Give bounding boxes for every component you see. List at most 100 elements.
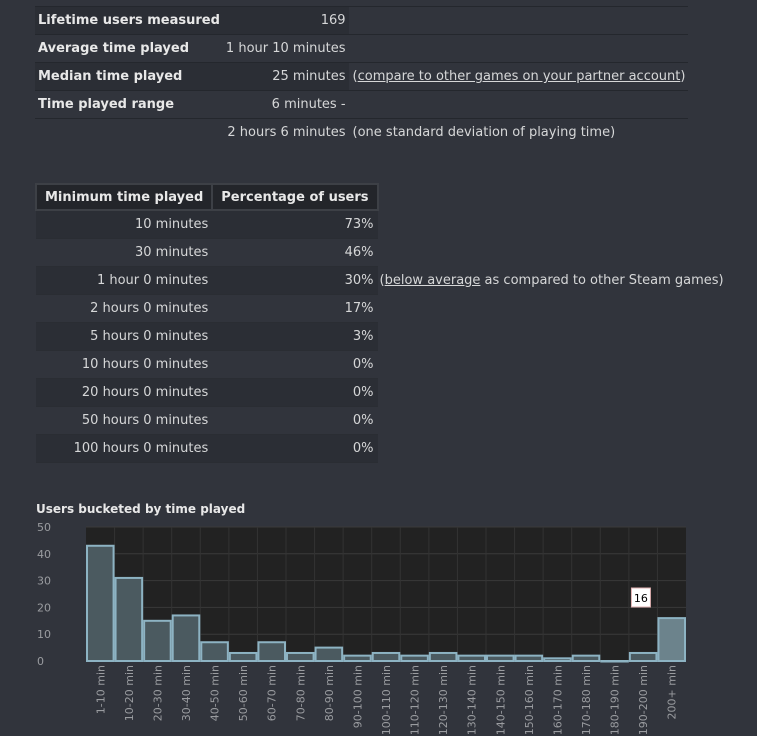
table-row: 10 minutes 73% [36,210,728,239]
min-time-cell: 100 hours 0 minutes [36,434,213,463]
y-tick-label: 10 [37,628,51,641]
table-row: 20 hours 0 minutes 0% [36,378,728,407]
stat-row: Median time played 25 minutes (compare to … [35,62,689,91]
x-tick-label: 130-140 min [466,665,479,735]
percentage-cell: 0% [212,350,378,379]
bar-1-10-min[interactable] [86,544,115,663]
summary-stats-table: Lifetime users measured 169 Average time … [35,6,689,146]
percentage-cell: 46% [212,238,378,267]
x-tick-label: 80-90 min [323,665,336,721]
percentage-cell: 17% [212,294,378,323]
min-time-cell: 20 hours 0 minutes [36,378,213,407]
bar-10-20-min[interactable] [114,576,144,662]
note-text: ( [379,273,385,288]
stat-row: Average time played 1 hour 10 minutes [35,34,689,63]
stat-label [35,118,223,146]
table-row: 5 hours 0 minutes 3% [36,322,728,351]
note-text: ( [352,69,358,84]
bar-110-120-min[interactable] [400,654,429,663]
x-tick-label: 30-40 min [180,665,193,721]
bar-40-50-min[interactable] [200,641,229,662]
x-tick-label: 160-170 min [551,665,564,735]
bar-120-130-min[interactable] [428,651,458,663]
note-text: (one standard deviation of playing time) [348,118,689,146]
stat-row: Lifetime users measured 169 [35,6,689,35]
x-tick-label: 70-80 min [294,665,307,721]
chart-title: Users bucketed by time played [36,502,246,516]
x-tick-label: 190-200 min [637,665,650,735]
table-row: 10 hours 0 minutes 0% [36,350,728,379]
note-text: as compared to other Steam games) [480,273,724,288]
percentage-cell: 73% [212,210,378,239]
x-tick-label: 90-100 min [351,665,364,728]
bar-60-70-min[interactable] [257,641,286,662]
table-row: 50 hours 0 minutes 0% [36,406,728,435]
playtime-percentage-table: Minimum time played Percentage of users 1… [34,183,728,463]
x-tick-label: 1-10 min [94,665,107,714]
bar-190-200-min[interactable] [628,651,658,663]
percentage-cell: 30% [212,266,378,295]
x-tick-label: 170-180 min [580,665,593,735]
stat-label: Average time played [35,34,223,63]
x-tick-label: 200+ min [666,665,679,719]
stat-label: Lifetime users measured [35,6,223,35]
tooltip-value: 16 [634,592,648,605]
min-time-cell: 10 minutes [36,210,213,239]
x-tick-label: 150-160 min [523,665,536,735]
stat-row: Time played range 6 minutes - [35,90,689,119]
bar-80-90-min[interactable] [314,646,344,662]
bar-20-30-min[interactable] [143,619,172,662]
bar-90-100-min[interactable] [343,654,372,663]
bar-180-190-min[interactable] [600,660,629,663]
bar-130-140-min[interactable] [457,654,486,663]
x-tick-label: 10-20 min [123,665,136,721]
bar-70-80-min[interactable] [286,651,315,663]
bar-100-110-min[interactable] [371,651,401,663]
bar-50-60-min[interactable] [228,651,258,663]
bar-200-min[interactable] [657,617,687,662]
x-tick-label: 50-60 min [237,665,250,721]
stat-value: 1 hour 10 minutes [222,34,349,63]
percentage-cell: 0% [212,378,378,407]
stat-row: 2 hours 6 minutes (one standard deviation… [35,118,689,146]
stat-value: 6 minutes - [222,90,349,119]
min-time-cell: 50 hours 0 minutes [36,406,213,435]
bar-160-170-min[interactable] [543,657,572,663]
stat-value: 25 minutes [222,62,349,91]
stat-value: 169 [222,6,349,35]
bar-150-160-min[interactable] [514,654,544,663]
y-tick-label: 40 [37,548,51,561]
note-text: ) [680,69,686,84]
percentage-cell: 0% [212,434,378,463]
column-header: Minimum time played [34,183,214,211]
percentage-cell: 0% [212,406,378,435]
x-tick-label: 40-50 min [209,665,222,721]
below-average-link[interactable]: below average [384,273,481,288]
table-row: 2 hours 0 minutes 17% [36,294,728,323]
min-time-cell: 2 hours 0 minutes [36,294,213,323]
compare-games-link[interactable]: compare to other games on your partner a… [357,69,681,84]
bar-30-40-min[interactable] [171,614,201,663]
table-row: 1 hour 0 minutes 30% (below average as com… [36,266,728,295]
table-row: 30 minutes 46% [36,238,728,267]
x-tick-label: 60-70 min [266,665,279,721]
stat-label: Median time played [35,62,223,91]
x-tick-label: 20-30 min [151,665,164,721]
x-tick-label: 120-130 min [437,665,450,735]
min-time-cell: 10 hours 0 minutes [36,350,213,379]
x-tick-label: 100-110 min [380,665,393,735]
min-time-cell: 30 minutes [36,238,213,267]
bar-170-180-min[interactable] [571,654,601,663]
min-time-cell: 1 hour 0 minutes [36,266,213,295]
table-row: 100 hours 0 minutes 0% [36,434,728,463]
y-tick-label: 20 [37,601,51,614]
x-tick-label: 180-190 min [609,665,622,735]
column-header: Percentage of users [211,183,379,211]
y-tick-label: 30 [37,575,51,588]
x-tick-label: 140-150 min [494,665,507,735]
x-tick-label: 110-120 min [409,665,422,735]
stat-label: Time played range [35,90,223,119]
y-tick-label: 0 [37,655,44,668]
bar-140-150-min[interactable] [486,654,515,663]
